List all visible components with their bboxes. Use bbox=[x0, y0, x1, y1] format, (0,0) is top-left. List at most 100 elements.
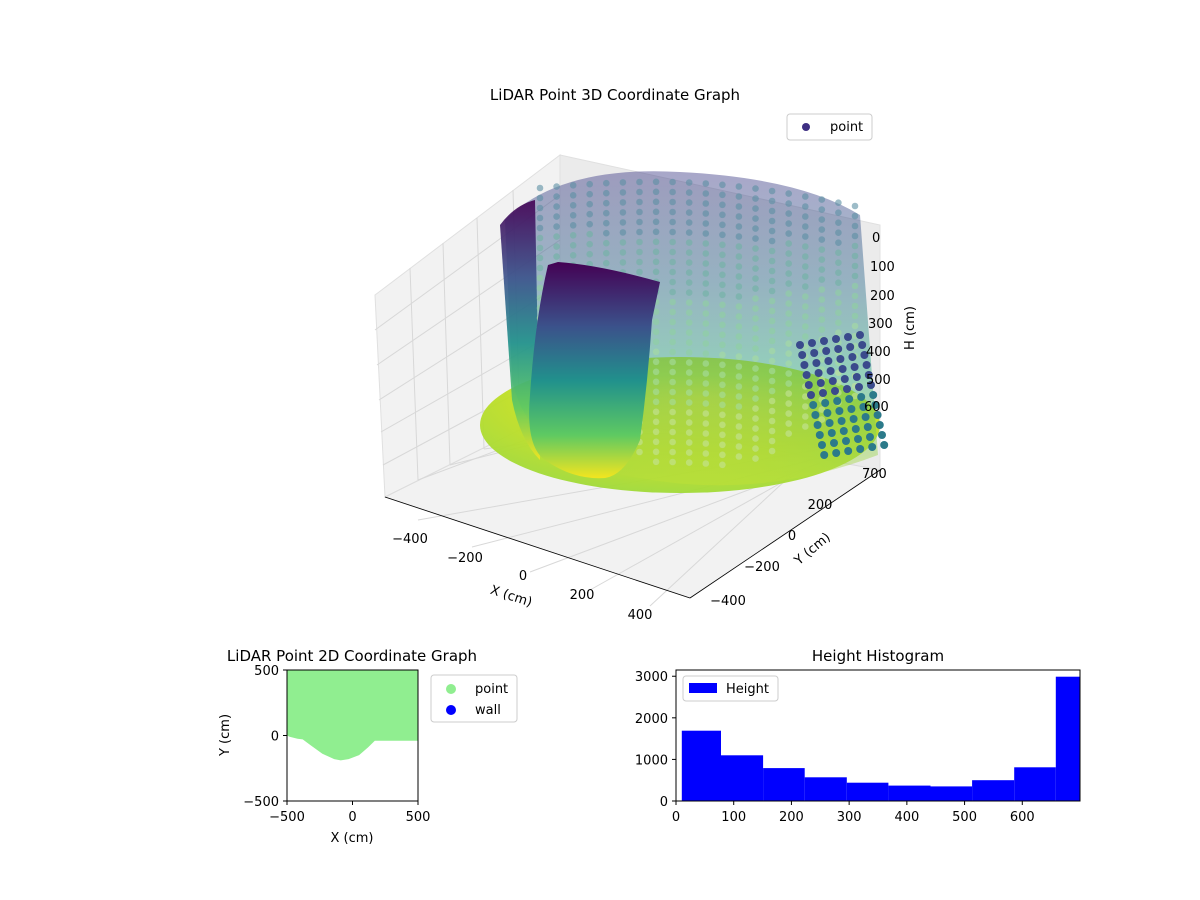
wall-point bbox=[768, 407, 776, 415]
wall-point bbox=[652, 248, 660, 256]
wall-point bbox=[752, 305, 759, 312]
wall-point bbox=[652, 328, 660, 336]
chart-3d-title: LiDAR Point 3D Coordinate Graph bbox=[490, 86, 740, 104]
wall-point bbox=[652, 188, 660, 196]
wall-point bbox=[619, 239, 627, 246]
wall-point bbox=[586, 250, 593, 258]
wall-point bbox=[553, 183, 560, 190]
wall-point bbox=[844, 447, 853, 455]
point-area bbox=[287, 670, 418, 761]
wall-point bbox=[652, 238, 660, 246]
x-tick-label: 100 bbox=[721, 810, 746, 825]
wall-point bbox=[869, 391, 878, 399]
wall-point bbox=[669, 428, 676, 436]
wall-point bbox=[818, 441, 826, 449]
wall-point bbox=[785, 200, 792, 207]
wall-point bbox=[702, 220, 710, 227]
wall-point bbox=[818, 236, 826, 243]
wall-point bbox=[752, 235, 759, 242]
wall-point bbox=[873, 411, 882, 419]
x-tick-label: 600 bbox=[1010, 810, 1035, 825]
wall-point bbox=[785, 300, 792, 307]
wall-point bbox=[834, 345, 843, 353]
wall-point bbox=[819, 389, 827, 397]
wall-point bbox=[802, 323, 809, 330]
wall-point bbox=[669, 198, 676, 206]
wall-point bbox=[785, 230, 792, 237]
wall-point bbox=[652, 218, 660, 226]
wall-point bbox=[636, 448, 643, 456]
wall-point bbox=[802, 413, 809, 420]
x-tick-label: 0 bbox=[348, 810, 356, 825]
wall-point bbox=[835, 407, 844, 415]
wall-point bbox=[815, 431, 824, 439]
wall-point bbox=[818, 356, 826, 363]
wall-point bbox=[768, 197, 776, 205]
wall-point bbox=[636, 258, 643, 266]
wall-point bbox=[719, 191, 726, 199]
y-tick-label: 2000 bbox=[635, 712, 668, 727]
wall-point bbox=[768, 397, 776, 405]
wall-point bbox=[735, 383, 743, 390]
wall-point bbox=[802, 253, 809, 260]
wall-point bbox=[652, 308, 660, 316]
wall-point bbox=[669, 218, 676, 226]
wall-point bbox=[669, 258, 676, 266]
wall-point bbox=[619, 209, 627, 216]
wall-point bbox=[768, 267, 776, 275]
wall-point bbox=[835, 299, 842, 307]
wall-point bbox=[822, 347, 831, 355]
wall-point bbox=[553, 203, 560, 210]
y-tick-label: 3000 bbox=[635, 670, 668, 685]
wall-point bbox=[863, 423, 872, 431]
wall-point bbox=[586, 180, 593, 188]
wall-point bbox=[669, 288, 676, 296]
wall-point bbox=[669, 318, 676, 326]
legend-2d-marker-wall bbox=[446, 705, 456, 715]
wall-point bbox=[818, 216, 826, 223]
wall-point bbox=[553, 243, 560, 250]
wall-point bbox=[702, 430, 710, 437]
wall-point bbox=[843, 385, 851, 393]
z-tick: 500 bbox=[866, 373, 891, 388]
histogram-bar bbox=[721, 755, 764, 801]
wall-point bbox=[569, 252, 577, 259]
wall-point bbox=[835, 309, 842, 317]
wall-point bbox=[719, 351, 726, 359]
wall-point bbox=[802, 263, 809, 270]
wall-point bbox=[835, 269, 842, 277]
wall-point bbox=[702, 390, 710, 397]
wall-point bbox=[669, 328, 676, 336]
wall-point bbox=[669, 388, 676, 396]
wall-point bbox=[685, 379, 693, 386]
wall-point bbox=[808, 339, 816, 347]
chart-histogram: Height Histogram 0 100 200 300 400 500 600 0 100… bbox=[635, 647, 1081, 825]
chart-3d: LiDAR Point 3D Coordinate Graph bbox=[374, 86, 918, 623]
y-tick: 0 bbox=[788, 529, 796, 544]
wall-point bbox=[652, 198, 660, 206]
wall-point bbox=[768, 217, 776, 225]
wall-point bbox=[685, 239, 693, 246]
wall-point bbox=[768, 297, 776, 305]
wall-point bbox=[752, 435, 759, 442]
wall-point bbox=[851, 262, 859, 270]
histogram-bar bbox=[1055, 676, 1080, 801]
wall-point bbox=[719, 431, 726, 439]
wall-point bbox=[878, 431, 886, 439]
wall-point bbox=[586, 220, 593, 228]
z-axis-3d: 0 100 200 300 400 500 600 700 H (cm) bbox=[862, 231, 918, 482]
wall-point bbox=[785, 210, 792, 217]
wall-point bbox=[569, 202, 577, 209]
wall-point bbox=[821, 399, 830, 407]
wall-point bbox=[860, 351, 869, 359]
wall-point bbox=[785, 390, 792, 397]
wall-point bbox=[785, 430, 792, 437]
wall-point bbox=[818, 326, 826, 333]
wall-point bbox=[603, 259, 610, 267]
wall-point bbox=[603, 189, 610, 197]
wall-point bbox=[719, 251, 726, 259]
chart-2d: LiDAR Point 2D Coordinate Graph −500 0 500… bbox=[218, 647, 518, 846]
wall-point bbox=[669, 268, 676, 276]
wall-point bbox=[802, 243, 809, 250]
